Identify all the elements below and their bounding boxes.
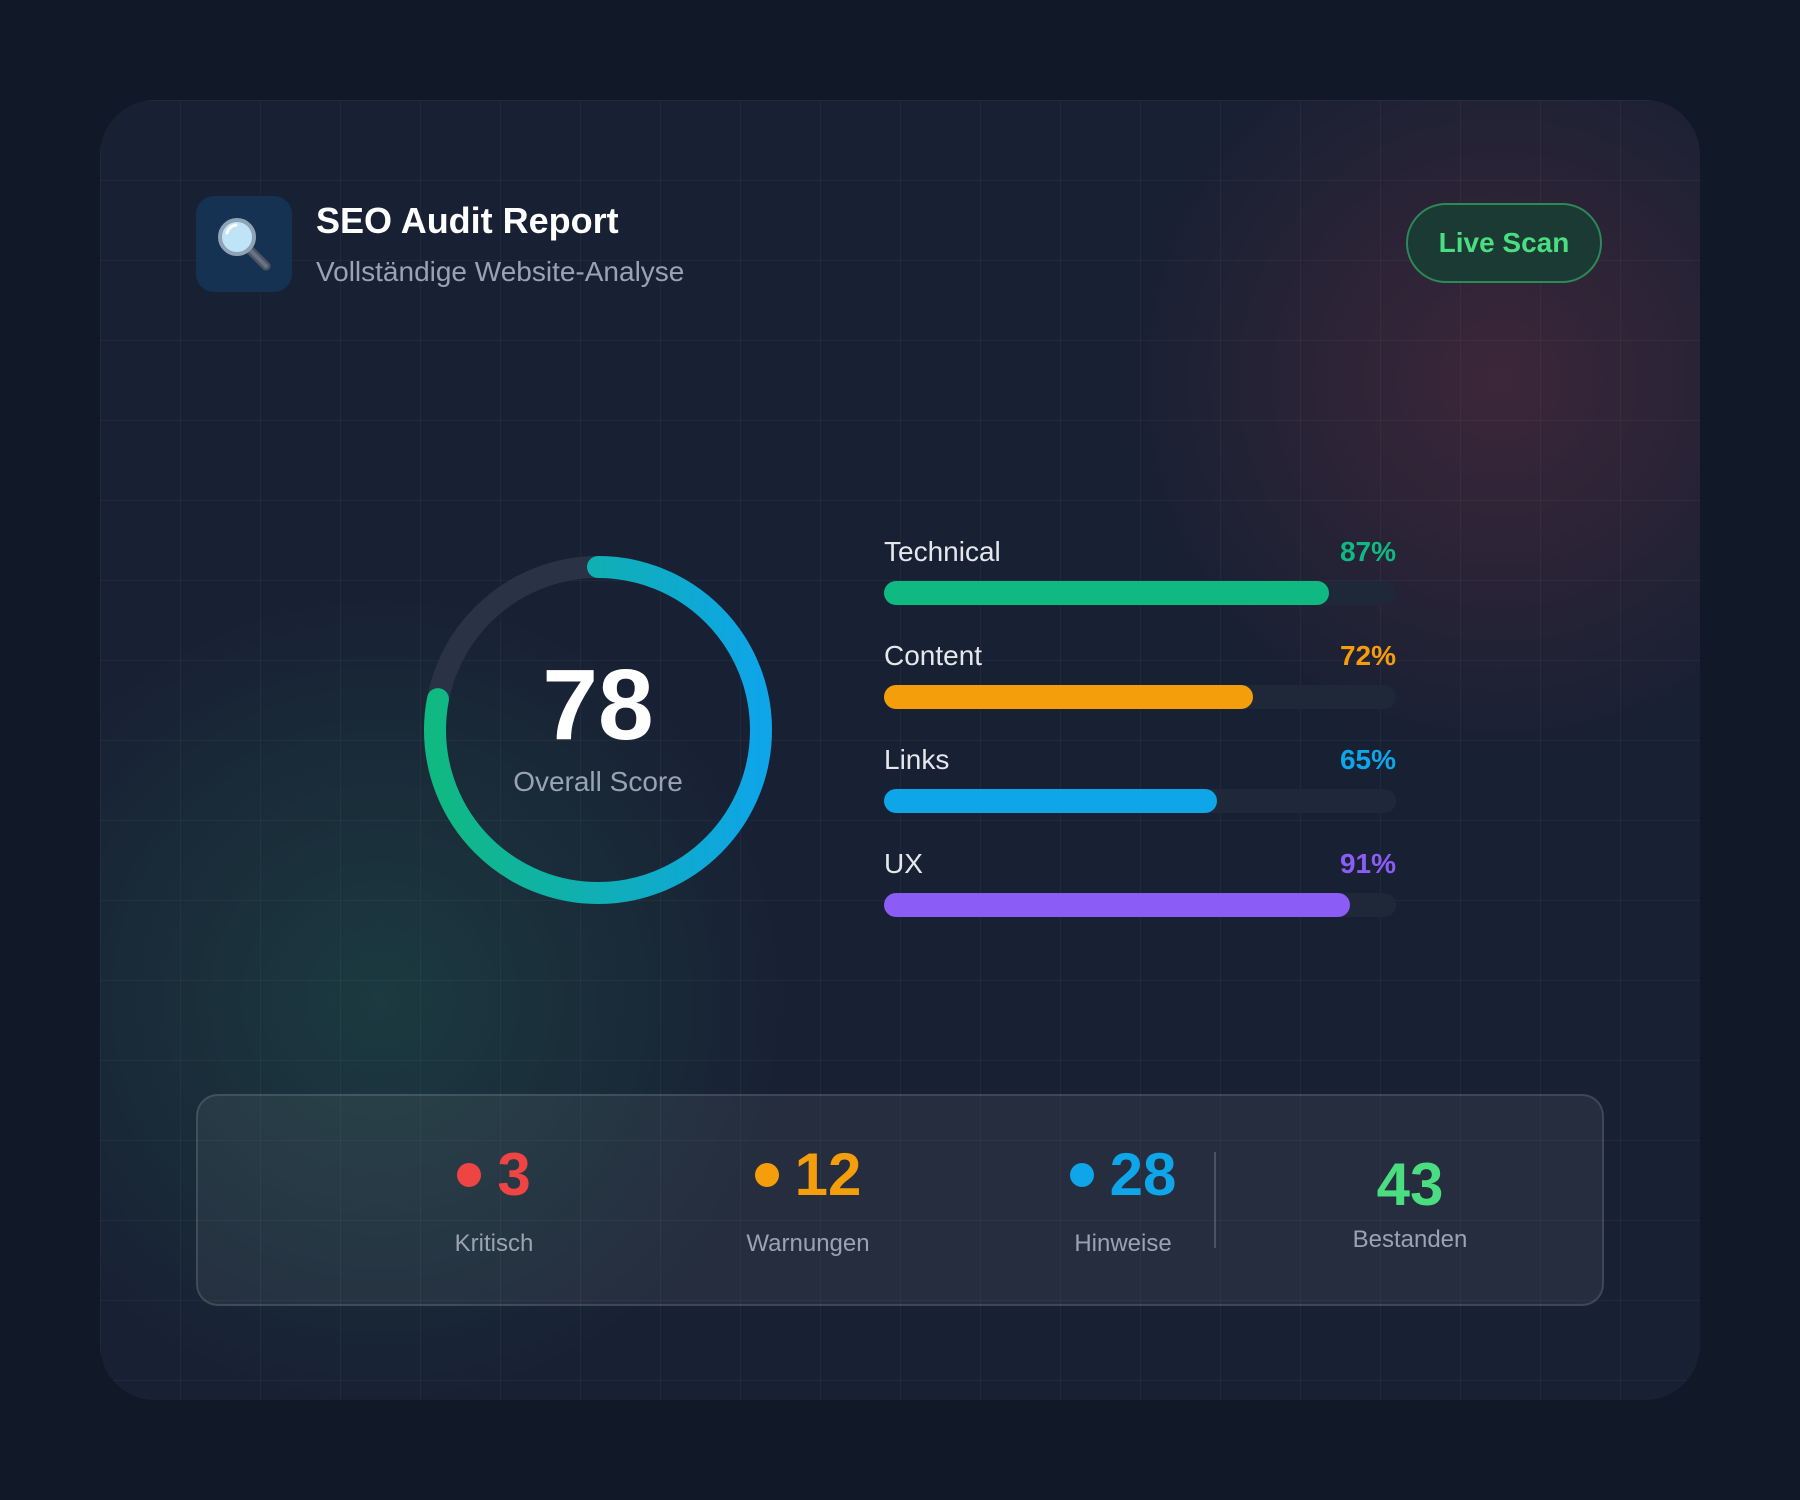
progress-fill-technical — [884, 581, 1330, 605]
category-label: Technical — [884, 536, 1001, 567]
status-dot-icon — [1069, 1163, 1094, 1187]
progress-fill-links — [884, 789, 1217, 813]
stats-divider — [1214, 1152, 1216, 1248]
category-row-ux: UX 91% — [884, 847, 1396, 951]
category-percent: 91% — [1339, 848, 1396, 879]
category-row-content: Content 72% — [884, 639, 1396, 743]
audit-card: SEO Audit Report Vollständige Website-An… — [100, 100, 1700, 1400]
stat-count: 3 — [497, 1141, 531, 1208]
progress-track — [884, 685, 1396, 709]
stat-label: Hinweise — [1074, 1230, 1172, 1257]
category-label: UX — [884, 848, 923, 879]
stat-passed: 43 Bestanden — [1290, 1150, 1530, 1254]
status-dot-icon — [754, 1163, 779, 1187]
page-title: SEO Audit Report — [316, 200, 619, 241]
category-percent: 72% — [1339, 640, 1396, 671]
live-scan-button[interactable]: Live Scan — [1406, 203, 1602, 283]
status-dot-icon — [457, 1163, 482, 1187]
progress-track — [884, 893, 1396, 917]
category-label: Content — [884, 640, 983, 671]
stat-count: 28 — [1109, 1141, 1177, 1208]
overall-score-value: 78 — [542, 649, 654, 761]
stat-warnings: 12 Warnungen — [688, 1140, 928, 1258]
background-grid — [100, 100, 1700, 1400]
issue-summary-panel: 3 Kritisch 12 Warnungen 28 Hinweise 43 B… — [196, 1094, 1604, 1306]
category-row-technical: Technical 87% — [884, 535, 1396, 639]
magnifying-glass-icon — [218, 218, 271, 271]
category-percent: 87% — [1339, 536, 1396, 567]
overall-score-label: Overall Score — [513, 766, 683, 797]
stat-label: Warnungen — [746, 1230, 870, 1257]
progress-track — [884, 581, 1396, 605]
stat-hints: 28 Hinweise — [1003, 1140, 1243, 1258]
gauge-progress-arc — [424, 556, 772, 904]
category-label: Links — [884, 744, 950, 775]
progress-track — [884, 789, 1396, 813]
stat-critical: 3 Kritisch — [374, 1140, 614, 1258]
app-logo — [196, 196, 292, 292]
category-row-links: Links 65% — [884, 743, 1396, 847]
stat-label: Bestanden — [1352, 1226, 1468, 1253]
category-scores: Technical 87% Content 72% Links 65% UX 9… — [884, 535, 1396, 951]
progress-fill-content — [884, 685, 1253, 709]
stat-count: 12 — [794, 1141, 862, 1208]
category-percent: 65% — [1339, 744, 1396, 775]
progress-fill-ux — [884, 893, 1350, 917]
stat-count: 43 — [1376, 1151, 1444, 1218]
stat-label: Kritisch — [454, 1230, 534, 1257]
overall-score-gauge: 78 Overall Score — [418, 550, 778, 910]
page-subtitle: Vollständige Website-Analyse — [316, 256, 685, 287]
